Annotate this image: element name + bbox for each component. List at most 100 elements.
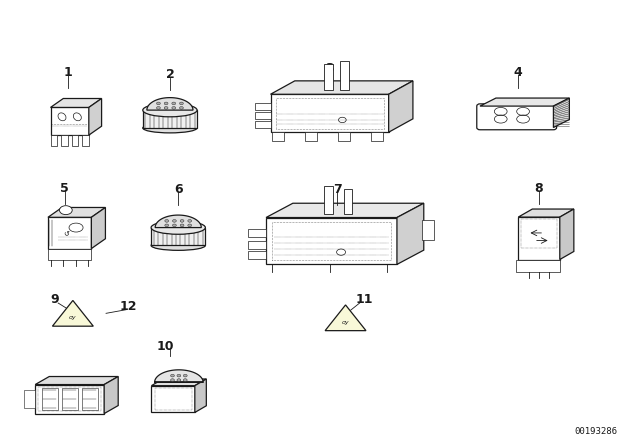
Polygon shape (518, 209, 574, 217)
Bar (24, 390, 35, 408)
Polygon shape (147, 98, 193, 110)
Circle shape (188, 224, 191, 227)
Circle shape (183, 374, 187, 377)
Circle shape (172, 102, 175, 105)
Polygon shape (48, 207, 106, 217)
Bar (83, 135, 89, 146)
Circle shape (171, 374, 174, 377)
Circle shape (180, 220, 184, 222)
Polygon shape (554, 98, 570, 128)
Polygon shape (89, 99, 102, 135)
Bar (151, 228, 205, 246)
Circle shape (165, 224, 169, 227)
Bar (255, 103, 271, 110)
Circle shape (60, 206, 72, 215)
Polygon shape (104, 376, 118, 414)
Bar (305, 132, 317, 141)
Bar (324, 64, 333, 90)
Bar (248, 241, 266, 249)
Ellipse shape (151, 221, 205, 234)
Text: 2: 2 (166, 68, 174, 81)
Polygon shape (397, 203, 424, 264)
Circle shape (171, 379, 174, 381)
Bar (61, 135, 68, 146)
Bar (61, 388, 77, 410)
Circle shape (179, 102, 183, 105)
Text: 12: 12 (120, 300, 137, 313)
Bar (248, 251, 266, 259)
Text: 5: 5 (60, 182, 69, 195)
Text: 00193286: 00193286 (574, 427, 617, 436)
Polygon shape (155, 370, 203, 382)
Text: 4: 4 (513, 66, 522, 79)
Bar (422, 220, 434, 240)
Polygon shape (51, 99, 102, 108)
Polygon shape (325, 305, 366, 331)
Text: 1: 1 (63, 66, 72, 79)
Circle shape (164, 107, 168, 109)
Polygon shape (271, 94, 388, 132)
Text: 3: 3 (325, 62, 334, 75)
Polygon shape (92, 207, 106, 249)
Polygon shape (48, 217, 92, 249)
Circle shape (165, 220, 169, 222)
Bar (273, 132, 284, 141)
Text: oy: oy (69, 315, 77, 320)
Bar (48, 249, 92, 260)
Text: 11: 11 (356, 293, 374, 306)
Text: 7: 7 (333, 183, 342, 196)
Polygon shape (155, 215, 202, 228)
Circle shape (179, 107, 183, 109)
Ellipse shape (74, 113, 81, 121)
Text: oy: oy (342, 320, 349, 325)
Bar (340, 61, 349, 90)
Polygon shape (518, 217, 560, 259)
Circle shape (173, 220, 176, 222)
Text: 9: 9 (51, 293, 60, 306)
Text: ↺: ↺ (63, 231, 69, 237)
Bar (42, 388, 58, 410)
Bar (72, 135, 78, 146)
Bar (344, 189, 353, 214)
Polygon shape (195, 379, 206, 413)
Bar (143, 110, 197, 128)
Polygon shape (266, 218, 397, 264)
Text: 6: 6 (174, 183, 182, 196)
Bar (51, 135, 57, 146)
Circle shape (164, 102, 168, 105)
Circle shape (173, 224, 176, 227)
Polygon shape (152, 379, 206, 386)
Polygon shape (271, 81, 413, 94)
Circle shape (177, 374, 180, 377)
Polygon shape (560, 209, 574, 259)
Bar (371, 132, 383, 141)
Polygon shape (480, 98, 570, 106)
Circle shape (180, 224, 184, 227)
Bar (339, 132, 350, 141)
Text: 8: 8 (535, 182, 543, 195)
Polygon shape (152, 386, 195, 413)
Circle shape (157, 107, 161, 109)
Polygon shape (388, 81, 413, 132)
Ellipse shape (143, 103, 197, 117)
Text: 10: 10 (157, 340, 174, 353)
Circle shape (172, 107, 175, 109)
Polygon shape (52, 301, 93, 326)
Bar (255, 121, 271, 128)
Ellipse shape (58, 113, 66, 121)
Bar (516, 259, 560, 272)
Ellipse shape (151, 241, 205, 250)
Circle shape (157, 102, 161, 105)
Polygon shape (35, 376, 118, 384)
Bar (248, 229, 266, 237)
Circle shape (177, 379, 180, 381)
Polygon shape (35, 384, 104, 414)
Circle shape (183, 379, 187, 381)
Bar (82, 388, 98, 410)
FancyBboxPatch shape (477, 104, 557, 130)
Circle shape (188, 220, 191, 222)
Bar (255, 112, 271, 119)
Ellipse shape (143, 123, 197, 133)
Polygon shape (266, 203, 424, 218)
Polygon shape (51, 108, 89, 135)
